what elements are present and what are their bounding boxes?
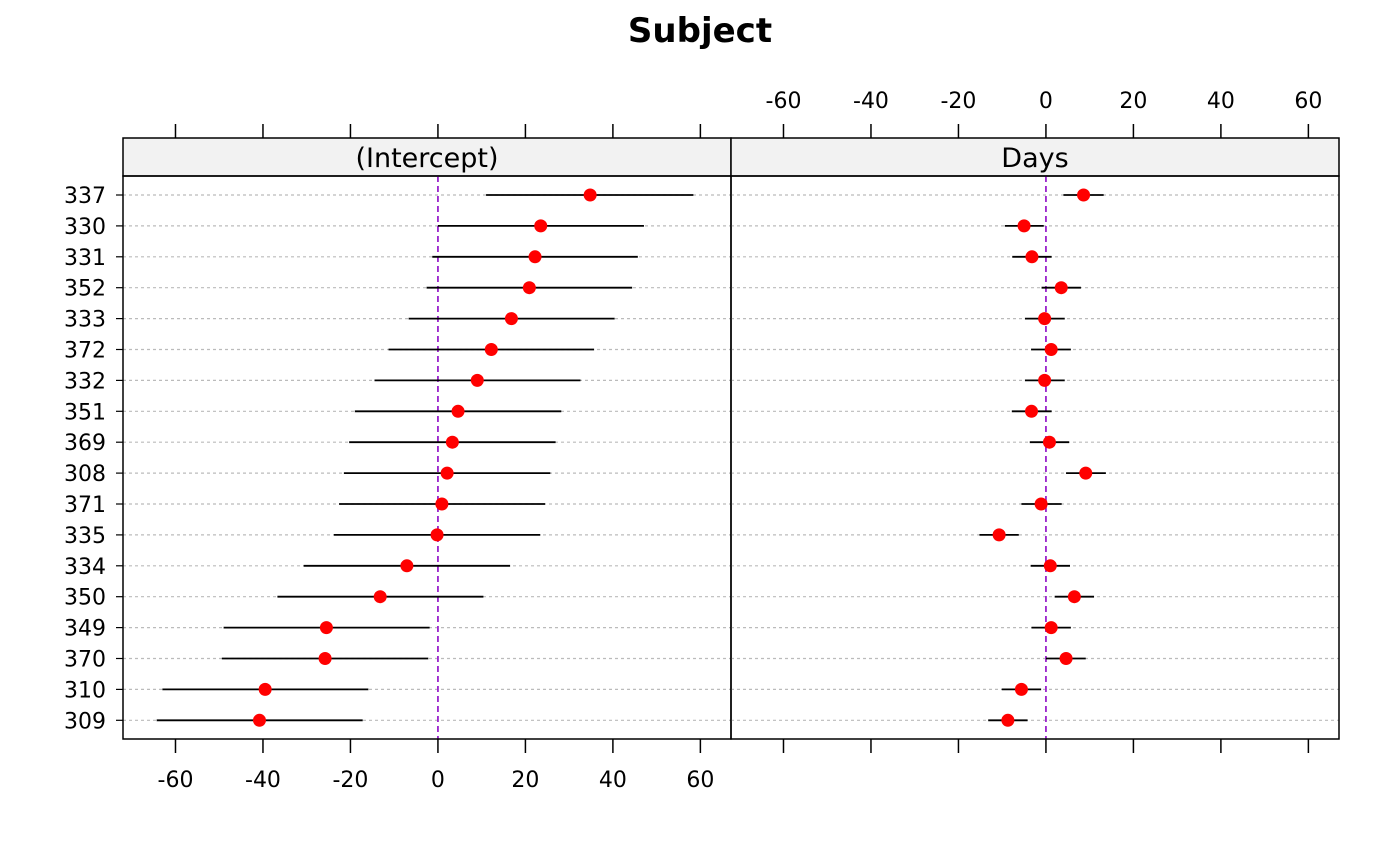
panel-strip-label: (Intercept) (355, 143, 498, 174)
x-tick-label: 60 (686, 768, 714, 793)
point-369 (445, 435, 459, 449)
x-tick-label: 20 (1119, 89, 1147, 114)
point-308 (1079, 466, 1093, 480)
x-tick-label: -40 (245, 768, 281, 793)
y-tick-label-371: 371 (64, 493, 106, 518)
point-352 (1054, 281, 1068, 295)
point-351 (1025, 404, 1039, 418)
y-tick-label-370: 370 (64, 648, 106, 673)
y-tick-label-372: 372 (64, 339, 106, 364)
y-tick-label-310: 310 (64, 678, 106, 703)
point-369 (1042, 435, 1056, 449)
x-tick-label: -40 (853, 89, 889, 114)
y-tick-label-334: 334 (64, 555, 106, 580)
panel-intercept: (Intercept) -60 -40 -20 0 20 40 60 (122, 124, 732, 793)
point-352 (522, 281, 536, 295)
x-tick-label: 0 (431, 768, 445, 793)
x-tick-label: -60 (766, 89, 802, 114)
panel-border (730, 175, 1340, 740)
y-tick-label-331: 331 (64, 246, 106, 271)
point-372 (1044, 343, 1058, 356)
x-tick-label: 40 (599, 768, 627, 793)
point-335 (430, 528, 444, 542)
y-tick-label-351: 351 (64, 400, 106, 425)
point-308 (440, 466, 454, 480)
panel-strip-label: Days (1001, 143, 1068, 174)
panel-border (122, 175, 732, 740)
y-tick-label-350: 350 (64, 586, 106, 611)
y-tick-label-335: 335 (64, 524, 106, 549)
point-372 (484, 343, 498, 356)
point-349 (1044, 621, 1058, 635)
point-351 (451, 404, 465, 418)
point-349 (319, 621, 333, 635)
chart-title: Subject (628, 11, 772, 51)
panel-strip (122, 137, 732, 177)
point-331 (528, 250, 542, 264)
panel-days: Days -60 -40 -20 0 20 40 60 (730, 89, 1340, 753)
point-309 (252, 713, 266, 727)
point-332 (470, 373, 484, 387)
x-tick-label: -60 (158, 768, 194, 793)
x-tick-label: 0 (1039, 89, 1053, 114)
point-370 (318, 652, 332, 665)
y-tick-label-337: 337 (64, 184, 106, 209)
point-337 (1077, 188, 1091, 202)
point-371 (435, 497, 449, 511)
point-310 (1014, 682, 1028, 696)
point-370 (1059, 652, 1073, 665)
point-371 (1034, 497, 1048, 511)
x-tick-label: 20 (511, 768, 539, 793)
point-330 (1017, 219, 1031, 233)
point-334 (1043, 559, 1057, 573)
point-310 (258, 682, 272, 696)
point-333 (504, 312, 518, 326)
y-tick-label-332: 332 (64, 369, 106, 394)
point-331 (1025, 250, 1039, 264)
x-tick-label: -20 (332, 768, 368, 793)
point-334 (400, 559, 414, 573)
y-tick-label-308: 308 (64, 462, 106, 487)
y-tick-label-330: 330 (64, 215, 106, 240)
y-tick-label-333: 333 (64, 308, 106, 333)
x-tick-label: 60 (1294, 89, 1322, 114)
point-333 (1038, 312, 1052, 326)
point-337 (583, 188, 597, 202)
y-tick-label-369: 369 (64, 431, 106, 456)
x-tick-label: -20 (940, 89, 976, 114)
point-309 (1001, 713, 1015, 727)
y-tick-label-352: 352 (64, 277, 106, 302)
point-330 (534, 219, 548, 233)
panel-strip (730, 137, 1340, 177)
point-335 (992, 528, 1006, 542)
x-tick-label: 40 (1207, 89, 1235, 114)
point-350 (1067, 590, 1081, 604)
point-332 (1038, 373, 1052, 387)
y-tick-label-349: 349 (64, 617, 106, 642)
point-350 (373, 590, 387, 604)
y-tick-label-309: 309 (64, 709, 106, 734)
